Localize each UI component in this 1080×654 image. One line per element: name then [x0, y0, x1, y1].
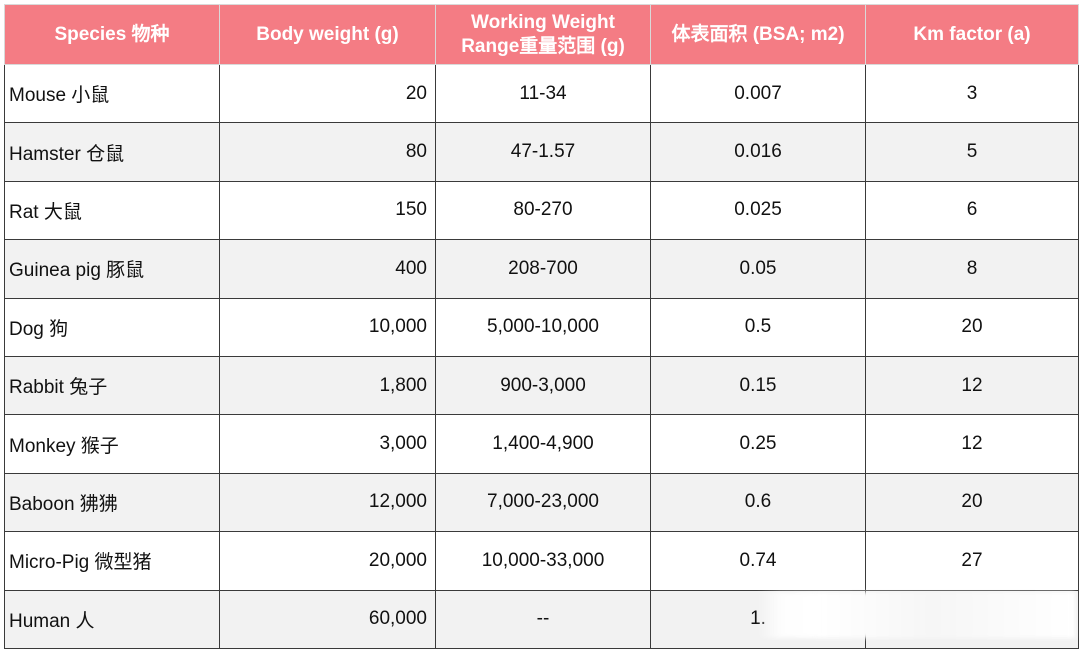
body-weight-cell: 1,800 [219, 355, 436, 416]
body-weight-cell: 60,000 [219, 589, 436, 649]
table-row: Baboon 狒狒 12,000 7,000-23,000 0.6 20 [4, 472, 1079, 533]
body-weight-cell: 80 [219, 122, 436, 182]
km-factor-cell: 5 [865, 122, 1079, 182]
body-weight-cell: 400 [219, 239, 436, 299]
header-species: Species 物种 [4, 4, 220, 65]
km-factor-cell: 27 [865, 531, 1079, 591]
weight-range-cell: -- [435, 589, 651, 649]
km-factor-cell: 8 [865, 239, 1079, 299]
body-weight-cell: 3,000 [219, 414, 436, 474]
bsa-cell: 0.007 [650, 63, 866, 124]
table-row: Dog 狗 10,000 5,000-10,000 0.5 20 [4, 297, 1079, 357]
body-weight-cell: 150 [219, 180, 436, 241]
bsa-cell: 0.5 [650, 297, 866, 357]
table-row: Human 人 60,000 -- 1. [4, 589, 1079, 649]
km-factor-cell: 12 [865, 414, 1079, 474]
km-factor-cell: 6 [865, 180, 1079, 241]
species-cell: Rat 大鼠 [4, 180, 220, 241]
table-row: Monkey 猴子 3,000 1,400-4,900 0.25 12 [4, 414, 1079, 474]
table-row: Micro-Pig 微型猪 20,000 10,000-33,000 0.74 … [4, 531, 1079, 591]
bsa-cell: 0.25 [650, 414, 866, 474]
body-weight-cell: 12,000 [219, 472, 436, 533]
bsa-cell: 0.74 [650, 531, 866, 591]
bsa-cell: 0.6 [650, 472, 866, 533]
species-cell: Dog 狗 [4, 297, 220, 357]
bsa-cell: 0.05 [650, 239, 866, 299]
table-row: Rat 大鼠 150 80-270 0.025 6 [4, 180, 1079, 241]
header-body-weight: Body weight (g) [219, 4, 436, 65]
species-cell: Baboon 狒狒 [4, 472, 220, 533]
body-weight-cell: 10,000 [219, 297, 436, 357]
header-working-weight-range: Working Weight Range重量范围 (g) [435, 4, 651, 65]
weight-range-cell: 10,000-33,000 [435, 531, 651, 591]
bsa-cell: 0.016 [650, 122, 866, 182]
table-row: Rabbit 兔子 1,800 900-3,000 0.15 12 [4, 355, 1079, 416]
species-cell: Hamster 仓鼠 [4, 122, 220, 182]
species-cell: Monkey 猴子 [4, 414, 220, 474]
body-weight-cell: 20,000 [219, 531, 436, 591]
weight-range-cell: 11-34 [435, 63, 651, 124]
weight-range-cell: 900-3,000 [435, 355, 651, 416]
km-factor-cell: 20 [865, 297, 1079, 357]
body-weight-cell: 20 [219, 63, 436, 124]
bsa-cell: 0.15 [650, 355, 866, 416]
km-factor-cell: 20 [865, 472, 1079, 533]
weight-range-cell: 208-700 [435, 239, 651, 299]
weight-range-cell: 5,000-10,000 [435, 297, 651, 357]
km-factor-cell: 3 [865, 63, 1079, 124]
bsa-cell: 0.025 [650, 180, 866, 241]
table-row: Hamster 仓鼠 80 47-1.57 0.016 5 [4, 122, 1079, 182]
table-header-row: Species 物种 Body weight (g) Working Weigh… [4, 4, 1079, 65]
species-dose-table: Species 物种 Body weight (g) Working Weigh… [4, 4, 1079, 649]
weight-range-cell: 80-270 [435, 180, 651, 241]
weight-range-cell: 7,000-23,000 [435, 472, 651, 533]
weight-range-cell: 47-1.57 [435, 122, 651, 182]
species-cell: Human 人 [4, 589, 220, 649]
table-row: Mouse 小鼠 20 11-34 0.007 3 [4, 63, 1079, 124]
km-factor-cell [865, 589, 1079, 649]
weight-range-cell: 1,400-4,900 [435, 414, 651, 474]
bsa-cell: 1. [650, 589, 866, 649]
species-cell: Rabbit 兔子 [4, 355, 220, 416]
table-row: Guinea pig 豚鼠 400 208-700 0.05 8 [4, 239, 1079, 299]
species-cell: Mouse 小鼠 [4, 63, 220, 124]
header-km-factor: Km factor (a) [865, 4, 1079, 65]
species-cell: Micro-Pig 微型猪 [4, 531, 220, 591]
header-body-surface-area: 体表面积 (BSA; m2) [650, 4, 866, 65]
km-factor-cell: 12 [865, 355, 1079, 416]
species-cell: Guinea pig 豚鼠 [4, 239, 220, 299]
